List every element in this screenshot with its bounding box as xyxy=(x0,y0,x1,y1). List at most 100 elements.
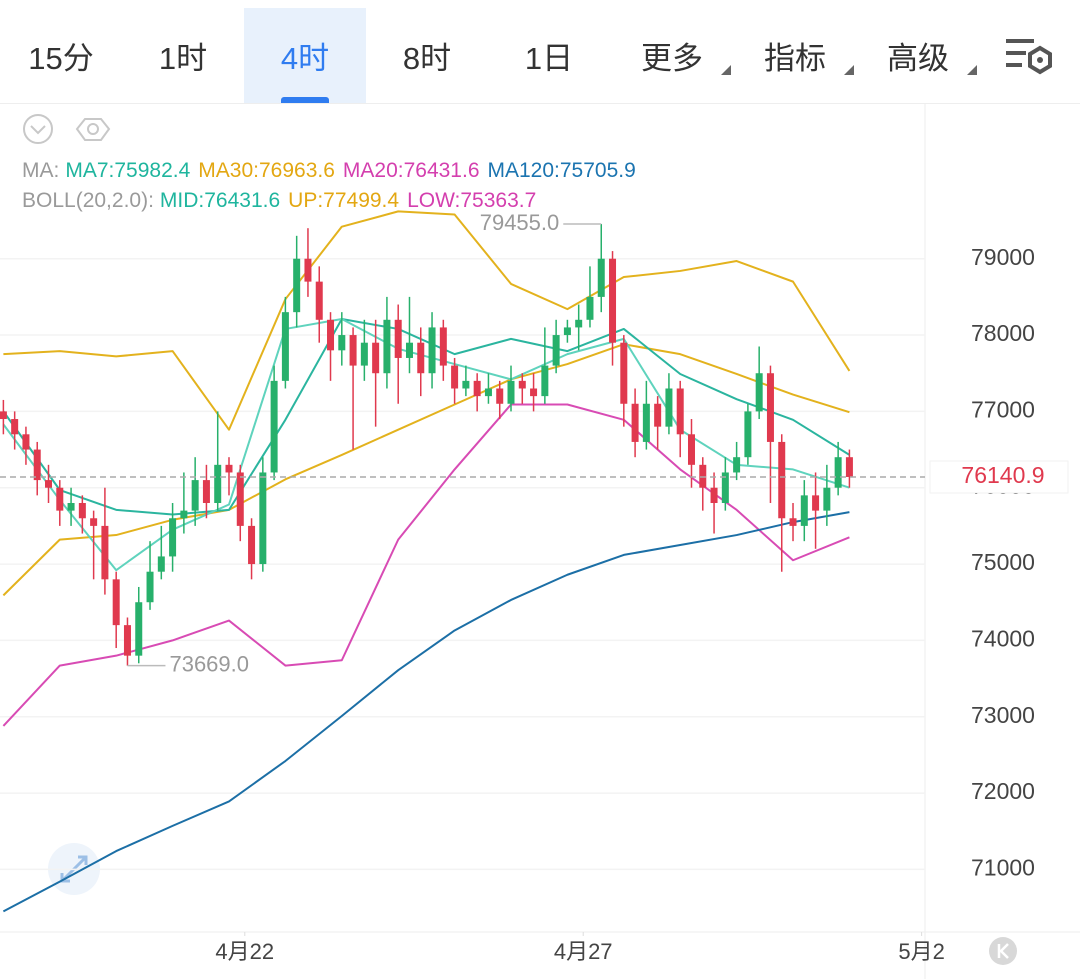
candle-body xyxy=(123,625,131,656)
candle-body xyxy=(597,258,605,297)
tab-label: 高级 xyxy=(887,41,949,76)
indicator-line xyxy=(2,511,850,913)
candle-body xyxy=(202,480,210,503)
candle-body xyxy=(473,380,481,397)
legend-item: MA30:76963.6 xyxy=(198,159,335,182)
candle-body xyxy=(338,335,346,351)
candle-body xyxy=(67,502,75,511)
tab[interactable]: 8时 xyxy=(366,8,488,103)
candle-body xyxy=(236,472,244,526)
candle-body xyxy=(834,457,842,488)
candle-body xyxy=(484,388,492,397)
layout-icon[interactable] xyxy=(1004,36,1056,76)
tab-label: 1时 xyxy=(158,41,208,76)
tab-label: 1日 xyxy=(524,41,574,76)
candle-body xyxy=(733,457,741,473)
candle-body xyxy=(845,457,853,477)
candle-body xyxy=(281,312,289,381)
candle-body xyxy=(766,373,774,442)
tab[interactable]: 4时 xyxy=(244,8,366,103)
tab-label: 指标 xyxy=(764,41,826,76)
candle-body xyxy=(609,258,617,343)
tab[interactable]: 指标 xyxy=(734,8,856,103)
settings-icon[interactable] xyxy=(75,118,111,141)
active-indicator xyxy=(281,97,329,103)
candle-body xyxy=(687,434,695,465)
candle-body xyxy=(778,441,786,519)
legend-item: MID:76431.6 xyxy=(159,189,281,212)
candle-body xyxy=(812,495,820,511)
candle-body xyxy=(135,602,143,656)
candle-body xyxy=(451,365,459,389)
legend-item: UP:77499.4 xyxy=(288,189,400,212)
indicator-line xyxy=(2,318,850,516)
legend-item: MA120:75705.9 xyxy=(487,159,636,182)
candle-body xyxy=(304,258,312,282)
candle-body xyxy=(642,403,650,442)
candle-body xyxy=(22,434,30,450)
candle-body xyxy=(789,518,797,526)
tab[interactable]: 1时 xyxy=(122,8,244,103)
candle-body xyxy=(56,487,64,511)
candle-body xyxy=(225,464,233,473)
tab[interactable]: 15分 xyxy=(0,8,122,103)
candle-body xyxy=(710,487,718,503)
candle-body xyxy=(101,525,109,580)
candle-body xyxy=(439,327,447,366)
tab[interactable]: 高级 xyxy=(857,8,979,103)
x-tick-label: 5月2 xyxy=(898,939,944,964)
candle-body xyxy=(394,319,402,358)
legend-group-label: MA: xyxy=(22,159,60,182)
chart: 7100072000730007400075000760007700078000… xyxy=(0,103,1080,979)
candle-body xyxy=(620,342,628,404)
collapse-icon[interactable] xyxy=(23,114,53,144)
candle-body xyxy=(744,411,752,458)
y-tick-label: 73000 xyxy=(971,702,1035,728)
candle-body xyxy=(214,464,222,503)
y-tick-label: 78000 xyxy=(971,320,1035,346)
tab[interactable]: 更多 xyxy=(611,8,733,103)
x-tick-label: 4月27 xyxy=(554,939,613,964)
candle-body xyxy=(33,449,41,481)
candle-body xyxy=(383,319,391,374)
last-price-label: 76140.9 xyxy=(961,462,1044,488)
x-tick-label: 4月22 xyxy=(215,939,274,964)
indicator-legend: MA: MA7:75982.4 MA30:76963.6 MA20:76431.6 MA… xyxy=(22,156,644,216)
candle-body xyxy=(146,571,154,603)
y-tick-label: 71000 xyxy=(971,854,1035,880)
candle-body xyxy=(755,373,763,412)
candle-body xyxy=(360,342,368,366)
tab[interactable]: 1日 xyxy=(488,8,610,103)
candle-body xyxy=(270,380,278,473)
candle-body xyxy=(507,380,515,404)
candle-body xyxy=(586,296,594,320)
candle-body xyxy=(259,472,267,565)
tab-label: 8时 xyxy=(402,41,452,76)
y-tick-label: 72000 xyxy=(971,778,1035,804)
candle-body xyxy=(563,327,571,336)
candle-body xyxy=(518,380,526,389)
candle-body xyxy=(575,319,583,328)
candle-body xyxy=(315,281,323,320)
candle-body xyxy=(349,335,357,366)
candle-body xyxy=(180,510,188,519)
legend-row: MA: MA7:75982.4 MA30:76963.6 MA20:76431.6 MA… xyxy=(22,156,644,186)
indicator-line xyxy=(3,210,851,431)
last-price-box xyxy=(929,460,1069,494)
legend-row: BOLL(20,2.0): MID:76431.6 UP:77499.4 LOW:75… xyxy=(22,186,644,216)
candle-body xyxy=(11,419,19,435)
candle-body xyxy=(45,480,53,488)
candle-body xyxy=(112,579,120,626)
candle-body xyxy=(78,502,86,519)
indicator-line xyxy=(2,403,850,727)
candle-body xyxy=(0,411,7,420)
legend-item: MA20:76431.6 xyxy=(342,159,480,182)
candle-body xyxy=(496,388,504,404)
annotation-label: 79455.0 xyxy=(480,210,560,235)
candle-body xyxy=(654,403,662,427)
candle-body xyxy=(327,319,335,351)
k-button[interactable] xyxy=(989,937,1017,965)
candle-body xyxy=(800,495,808,526)
candle-body xyxy=(552,335,560,366)
